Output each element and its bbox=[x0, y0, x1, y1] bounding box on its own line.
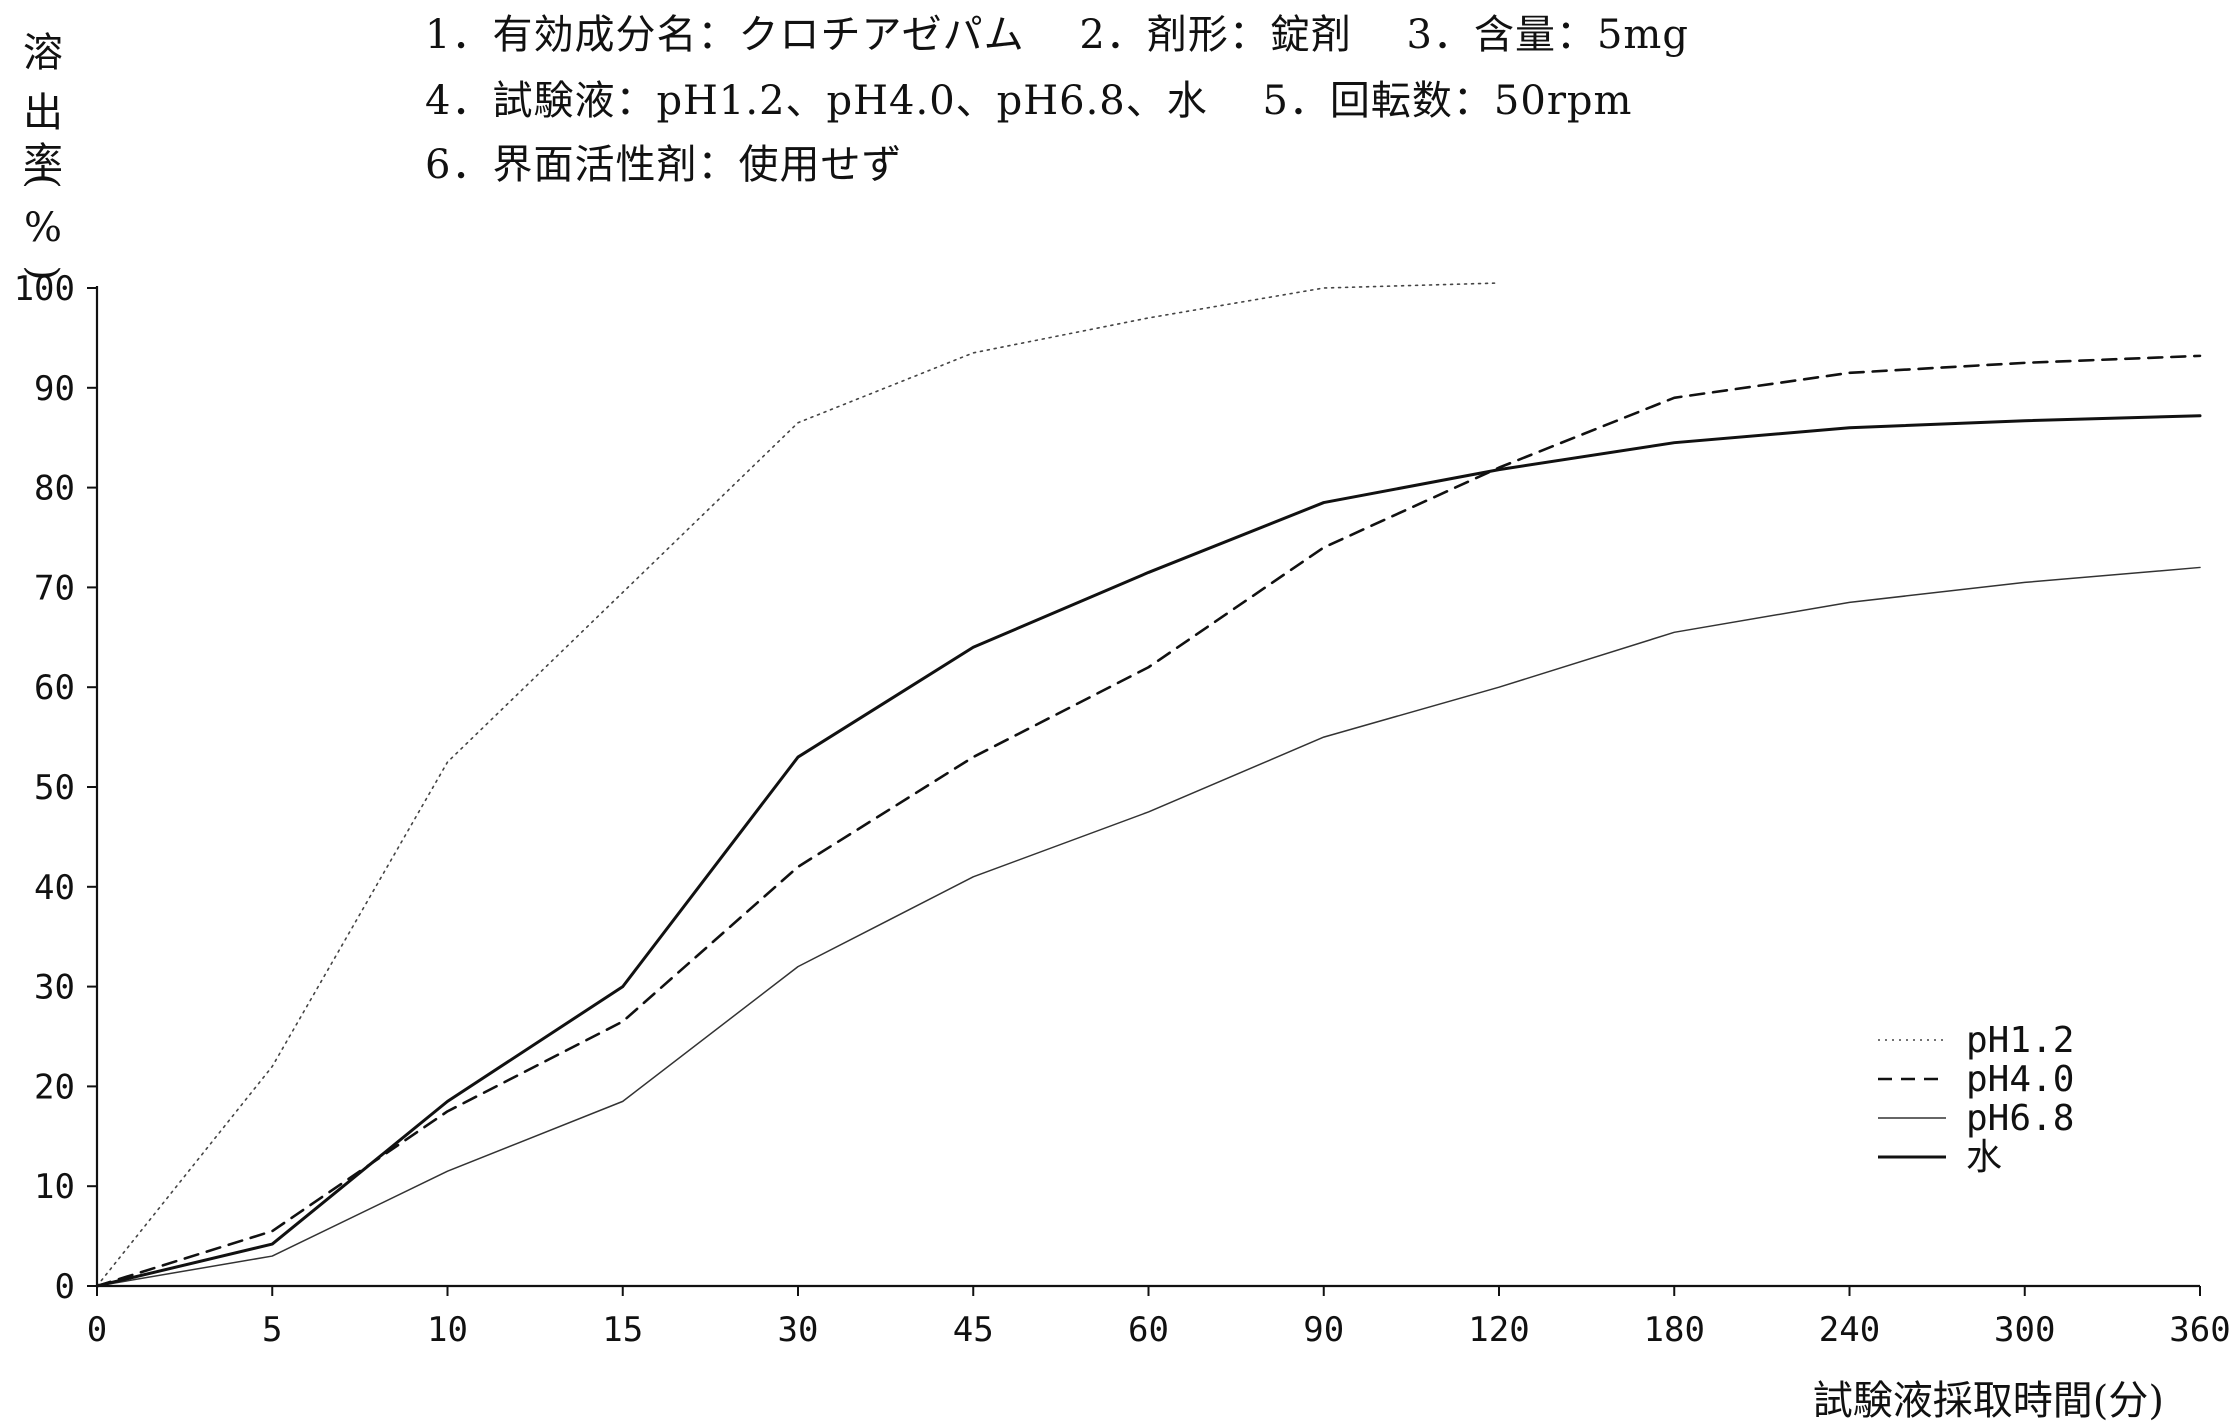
x-tick-label: 60 bbox=[1128, 1310, 1169, 1350]
y-axis-label-char: 出 bbox=[23, 90, 63, 136]
y-axis-label-char: 溶 bbox=[23, 30, 63, 76]
x-tick-label: 180 bbox=[1644, 1310, 1705, 1350]
series-line-pH4.0 bbox=[95, 354, 2202, 1288]
x-tick-label: 0 bbox=[87, 1310, 107, 1350]
info-line-2: 4．試験液：pH1.2、pH4.0、pH6.8、水 5．回転数：50rpm bbox=[425, 78, 1633, 124]
info-line-1: 1．有効成分名：クロチアゼパム 2．剤形：錠剤 3．含量：5mg bbox=[425, 12, 1689, 58]
y-tick-label: 30 bbox=[34, 968, 75, 1008]
y-tick-label: 40 bbox=[34, 868, 75, 908]
y-tick-label: 20 bbox=[34, 1067, 75, 1107]
x-tick-label: 30 bbox=[778, 1310, 819, 1350]
x-tick-label: 15 bbox=[602, 1310, 643, 1350]
legend-label: pH4.0 bbox=[1966, 1059, 2074, 1100]
legend-label: pH1.2 bbox=[1966, 1020, 2074, 1061]
y-tick-label: 80 bbox=[34, 469, 75, 509]
y-tick-label: 100 bbox=[14, 269, 75, 309]
legend-label: pH6.8 bbox=[1966, 1098, 2074, 1139]
y-tick-label: 60 bbox=[34, 668, 75, 708]
y-tick-label: 10 bbox=[34, 1167, 75, 1207]
series-line-pH6.8 bbox=[96, 566, 2201, 1287]
x-tick-label: 90 bbox=[1303, 1310, 1344, 1350]
y-axis-label-char: 率 bbox=[23, 140, 63, 186]
y-tick-label: 0 bbox=[55, 1267, 75, 1307]
x-tick-label: 10 bbox=[427, 1310, 468, 1350]
x-tick-label: 120 bbox=[1468, 1310, 1529, 1350]
x-tick-label: 240 bbox=[1819, 1310, 1880, 1350]
series-line-水 bbox=[95, 414, 2202, 1288]
y-tick-label: 70 bbox=[34, 568, 75, 608]
x-tick-label: 5 bbox=[262, 1310, 282, 1350]
legend-label: 水 bbox=[1966, 1137, 2002, 1178]
x-tick-label: 300 bbox=[1994, 1310, 2055, 1350]
info-line-3: 6．界面活性剤：使用せず bbox=[425, 142, 903, 188]
y-tick-label: 90 bbox=[34, 369, 75, 409]
y-axis-label-char: % bbox=[23, 205, 62, 251]
series-line-pH1.2 bbox=[96, 282, 1500, 1287]
x-axis-label: 試験液採取時間(分) bbox=[1812, 1378, 2164, 1424]
x-tick-label: 45 bbox=[953, 1310, 994, 1350]
x-tick-label: 360 bbox=[2169, 1310, 2230, 1350]
y-tick-label: 50 bbox=[34, 768, 75, 808]
